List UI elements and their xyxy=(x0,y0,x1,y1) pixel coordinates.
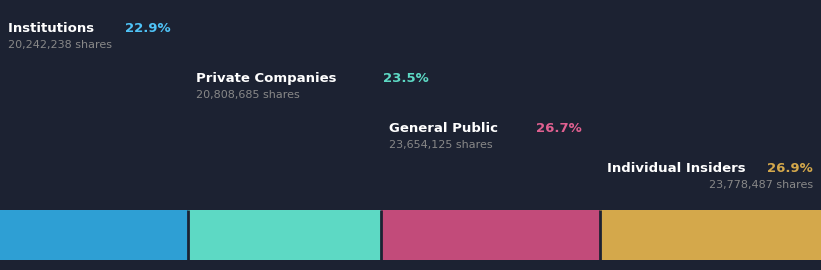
Text: 26.9%: 26.9% xyxy=(768,162,813,175)
Text: Individual Insiders: Individual Insiders xyxy=(607,162,750,175)
Text: 26.7%: 26.7% xyxy=(535,122,581,135)
Bar xyxy=(0,210,188,260)
Bar xyxy=(600,210,821,260)
Text: 23.5%: 23.5% xyxy=(383,72,429,85)
Text: 23,778,487 shares: 23,778,487 shares xyxy=(709,180,813,190)
Bar xyxy=(188,210,381,260)
Text: Institutions: Institutions xyxy=(8,22,99,35)
Text: 22.9%: 22.9% xyxy=(125,22,171,35)
Text: General Public: General Public xyxy=(389,122,502,135)
Text: Private Companies: Private Companies xyxy=(196,72,342,85)
Text: 20,242,238 shares: 20,242,238 shares xyxy=(8,40,112,50)
Bar xyxy=(381,210,600,260)
Text: 20,808,685 shares: 20,808,685 shares xyxy=(196,90,300,100)
Text: 23,654,125 shares: 23,654,125 shares xyxy=(389,140,493,150)
